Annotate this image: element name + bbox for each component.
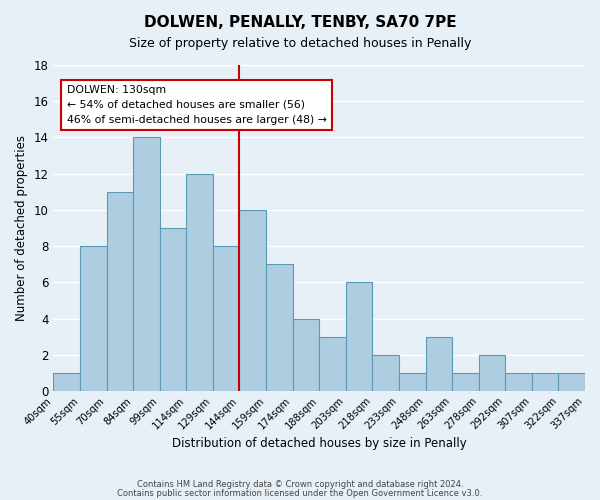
Y-axis label: Number of detached properties: Number of detached properties	[15, 135, 28, 321]
Text: Contains public sector information licensed under the Open Government Licence v3: Contains public sector information licen…	[118, 488, 482, 498]
Bar	[160, 228, 187, 391]
Bar	[239, 210, 266, 391]
Text: Size of property relative to detached houses in Penally: Size of property relative to detached ho…	[129, 38, 471, 51]
Bar	[532, 373, 559, 391]
Bar	[346, 282, 373, 391]
X-axis label: Distribution of detached houses by size in Penally: Distribution of detached houses by size …	[172, 437, 467, 450]
Bar	[319, 336, 346, 391]
Text: DOLWEN: 130sqm
← 54% of detached houses are smaller (56)
46% of semi-detached ho: DOLWEN: 130sqm ← 54% of detached houses …	[67, 85, 326, 124]
Text: Contains HM Land Registry data © Crown copyright and database right 2024.: Contains HM Land Registry data © Crown c…	[137, 480, 463, 489]
Bar	[80, 246, 107, 391]
Bar	[213, 246, 239, 391]
Bar	[425, 336, 452, 391]
Bar	[505, 373, 532, 391]
Bar	[399, 373, 425, 391]
Bar	[266, 264, 293, 391]
Bar	[107, 192, 133, 391]
Bar	[559, 373, 585, 391]
Bar	[479, 354, 505, 391]
Bar	[187, 174, 213, 391]
Bar	[133, 138, 160, 391]
Bar	[293, 318, 319, 391]
Bar	[53, 373, 80, 391]
Bar	[373, 354, 399, 391]
Text: DOLWEN, PENALLY, TENBY, SA70 7PE: DOLWEN, PENALLY, TENBY, SA70 7PE	[143, 15, 457, 30]
Bar	[452, 373, 479, 391]
